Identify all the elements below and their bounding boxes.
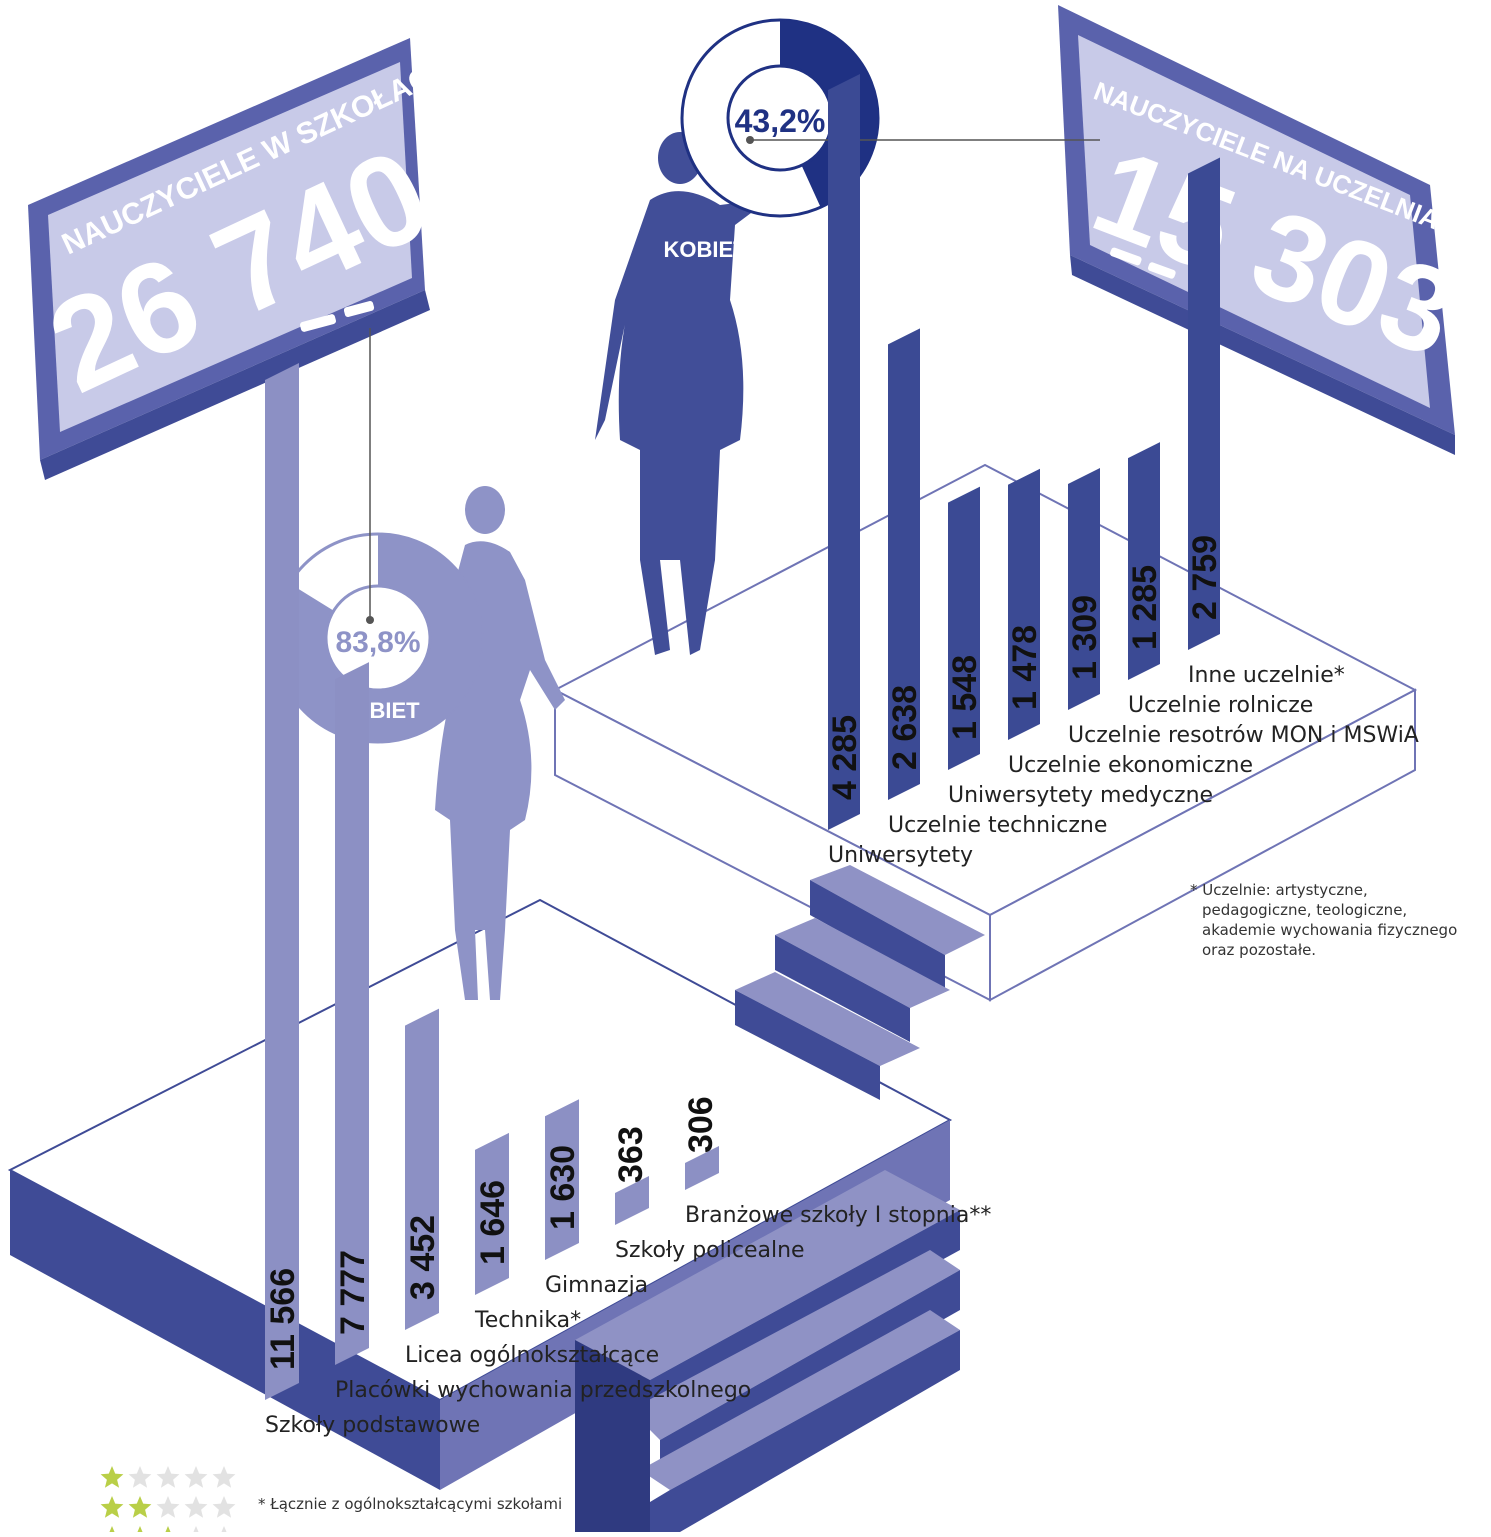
bar-value-label: 1 646 — [474, 1180, 512, 1265]
star-icon — [184, 1496, 208, 1518]
footnote-universities: * Uczelnie: artystyczne, pedagogiczne, t… — [1190, 880, 1490, 960]
bar-category-label: Placówki wychowania przedszkolnego — [335, 1378, 751, 1403]
star-icon — [212, 1466, 236, 1488]
star-icon — [156, 1526, 180, 1537]
bar-value-label: 1 309 — [1066, 595, 1104, 680]
footnote-line: oraz pozostałe. — [1202, 941, 1317, 959]
donut-schools-percent: 83,8% — [335, 626, 420, 659]
star-icon — [212, 1496, 236, 1518]
donut-universities-label: KOBIET — [663, 237, 747, 262]
bar-value-label: 1 478 — [1006, 625, 1044, 710]
bar-value-label: 306 — [682, 1096, 720, 1153]
bar-category-label: Gimnazja — [545, 1273, 648, 1298]
bar — [405, 1008, 439, 1330]
bar-category-label: Technika* — [474, 1308, 581, 1333]
bar — [265, 363, 299, 1400]
footnote-technika: * Łącznie z ogólnokształcącymi szkołami — [258, 1495, 563, 1513]
bar — [685, 1146, 719, 1190]
bar-category-label: Szkoły podstawowe — [265, 1413, 480, 1438]
chalkboard-universities — [1058, 5, 1455, 455]
bar-value-label: 1 285 — [1126, 565, 1164, 650]
bars-layer: 11 566 Szkoły podstawowe 7 777 Placówki wyc… — [264, 74, 1419, 1438]
bar-value-label: 2 638 — [886, 685, 924, 770]
bar — [948, 486, 980, 770]
bar-value-label: 2 759 — [1186, 535, 1224, 620]
donut-schools — [272, 328, 484, 744]
star-icon — [128, 1526, 152, 1537]
bar-value-label: 363 — [612, 1126, 650, 1183]
bar-category-label: Uczelnie rolnicze — [1128, 693, 1313, 718]
star-icon — [128, 1466, 152, 1488]
bar — [1128, 442, 1160, 680]
donut-schools-share — [274, 534, 482, 743]
bar — [1068, 467, 1100, 710]
bar-category-label: Licea ogólnokształcące — [405, 1343, 659, 1368]
bar-value-label: 3 452 — [404, 1215, 442, 1300]
star-icon — [184, 1526, 208, 1537]
rating-stars — [100, 1466, 236, 1537]
bar-category-label: Uczelnie ekonomiczne — [1008, 753, 1253, 778]
bar-category-label: Szkoły policealne — [615, 1238, 805, 1263]
bar-value-label: 1 548 — [946, 655, 984, 740]
connector-dot — [746, 136, 754, 144]
footnote-line: * Uczelnie: artystyczne, — [1190, 881, 1368, 899]
star-icon — [156, 1466, 180, 1488]
upper-stairs — [735, 865, 985, 1100]
bar-value-label: 4 285 — [826, 715, 864, 800]
star-icon — [212, 1526, 236, 1537]
donut-universities-percent: 43,2% — [735, 103, 826, 139]
bar — [888, 328, 920, 800]
bar-category-label: Inne uczelnie* — [1188, 663, 1345, 688]
bar — [1008, 468, 1040, 740]
bar-value-label: 7 777 — [334, 1250, 372, 1335]
bar-category-label: Branżowe szkoły I stopnia** — [685, 1203, 991, 1228]
bar-category-label: Uniwersytety medyczne — [948, 783, 1213, 808]
bar-value-label: 11 566 — [264, 1268, 302, 1370]
lower-stairs — [575, 1170, 960, 1532]
bar — [545, 1099, 579, 1260]
bar — [828, 74, 860, 830]
connector-dot — [366, 616, 374, 624]
bar — [615, 1175, 649, 1225]
bar — [475, 1132, 509, 1295]
footnote-line: akademie wychowania fizycznego — [1202, 921, 1458, 939]
bar-category-label: Uczelnie techniczne — [888, 813, 1107, 838]
chalkboard-schools — [28, 38, 430, 480]
bar — [335, 662, 369, 1365]
star-icon — [156, 1496, 180, 1518]
bar-category-label: Uniwersytety — [828, 843, 973, 868]
bar-category-label: Uczelnie resotrów MON i MSWiA — [1068, 723, 1419, 748]
star-icon — [128, 1496, 152, 1518]
star-icon — [100, 1526, 124, 1537]
star-icon — [100, 1466, 124, 1488]
footnote-line: pedagogiczne, teologiczne, — [1202, 901, 1408, 919]
star-icon — [100, 1496, 124, 1518]
bar-value-label: 1 630 — [544, 1145, 582, 1230]
star-icon — [184, 1466, 208, 1488]
bar — [1188, 157, 1220, 650]
